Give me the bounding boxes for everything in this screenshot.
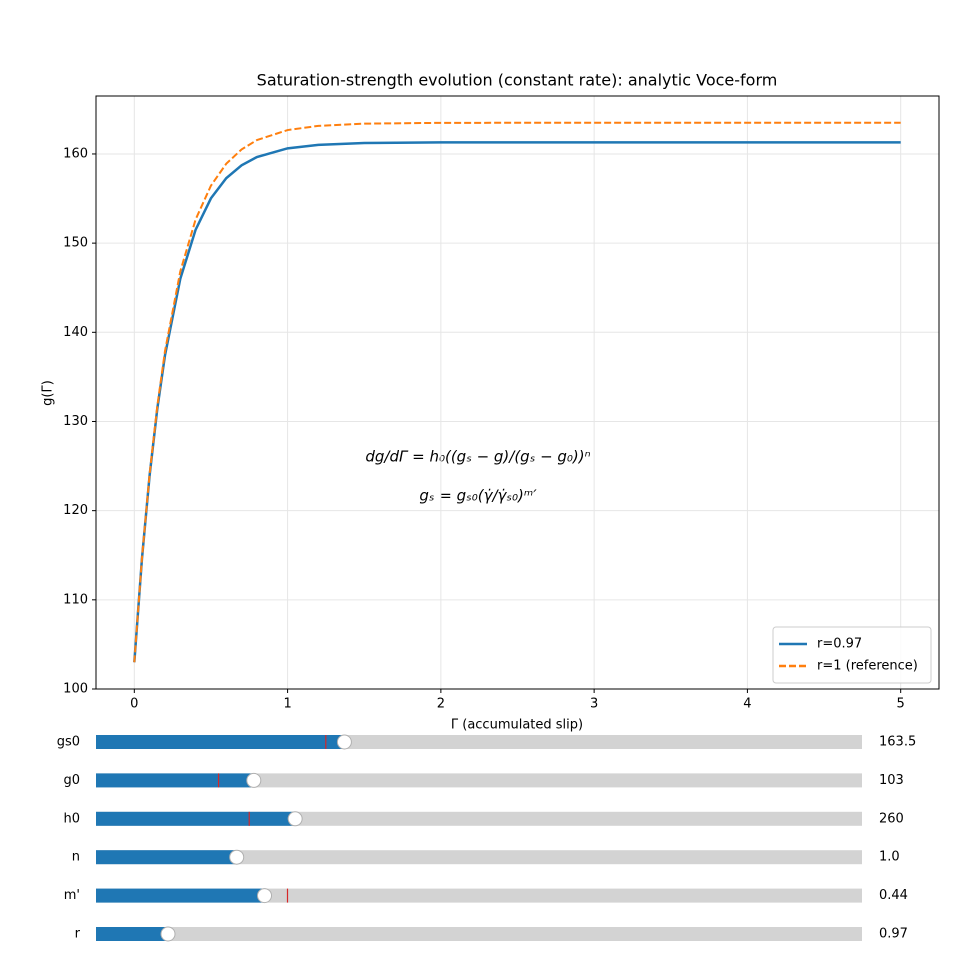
legend-label: r=0.97: [817, 637, 862, 652]
x-tick-label: 4: [743, 697, 751, 712]
slider-handle[interactable]: [257, 888, 273, 904]
x-tick-label: 0: [130, 697, 138, 712]
slider-track: [96, 927, 862, 941]
slider[interactable]: g0 103: [63, 772, 904, 788]
slider-value: 0.44: [879, 888, 908, 903]
slider-handle[interactable]: [336, 734, 352, 750]
slider-label: r: [75, 927, 81, 942]
slider-handle[interactable]: [287, 811, 303, 827]
slider-label: g0: [63, 773, 80, 788]
slider-value: 163.5: [879, 735, 916, 750]
slider[interactable]: gs0 163.5: [57, 734, 917, 750]
y-tick-label: 120: [63, 503, 88, 518]
slider-value: 1.0: [879, 850, 900, 865]
slider-handle[interactable]: [229, 849, 245, 865]
slider-value: 0.97: [879, 927, 908, 942]
slider-fill: [96, 811, 296, 826]
slider[interactable]: m' 0.44: [64, 888, 908, 904]
y-tick-label: 160: [63, 146, 88, 161]
chart-title: Saturation-strength evolution (constant …: [257, 71, 778, 90]
slider-handle[interactable]: [246, 772, 262, 788]
axes-frame: [95, 95, 940, 690]
y-tick-label: 150: [63, 236, 88, 251]
slider-label: gs0: [57, 735, 80, 750]
y-tick-label: 100: [63, 682, 88, 697]
slider-fill: [96, 773, 254, 788]
slider-fill: [96, 735, 345, 749]
slider-label: n: [72, 850, 80, 865]
slider-fill: [96, 927, 169, 941]
legend-box: [772, 626, 932, 684]
y-tick-label: 140: [63, 325, 88, 340]
slider-label: m': [64, 888, 80, 903]
x-axis-label: Γ (accumulated slip): [451, 718, 583, 733]
annotation: dg/dΓ = h₀((gₛ − g)/(gₛ − g₀))ⁿ: [365, 448, 590, 466]
slider[interactable]: n 1.0: [72, 849, 900, 865]
legend-label: r=1 (reference): [817, 659, 918, 674]
slider[interactable]: r 0.97: [75, 926, 908, 942]
slider-value: 103: [879, 773, 904, 788]
x-tick-label: 1: [283, 697, 291, 712]
line: [133, 121, 901, 663]
slider-value: 260: [879, 811, 904, 826]
slider-label: h0: [63, 811, 80, 826]
slider-handle[interactable]: [160, 926, 176, 942]
y-tick-label: 110: [63, 592, 88, 607]
x-tick-label: 3: [590, 697, 598, 712]
slider[interactable]: h0 260: [63, 811, 904, 827]
x-tick-label: 5: [897, 697, 905, 712]
slider-track: [96, 773, 862, 788]
slider-fill: [96, 850, 237, 865]
annotation: gₛ = gₛ₀(γ̇/γ̇ₛ₀)ᵐ′: [419, 487, 537, 505]
slider-fill: [96, 888, 265, 903]
y-axis-label: g(Γ): [41, 380, 56, 406]
y-tick-label: 130: [63, 414, 88, 429]
x-tick-label: 2: [437, 697, 445, 712]
slider-track: [96, 850, 862, 865]
